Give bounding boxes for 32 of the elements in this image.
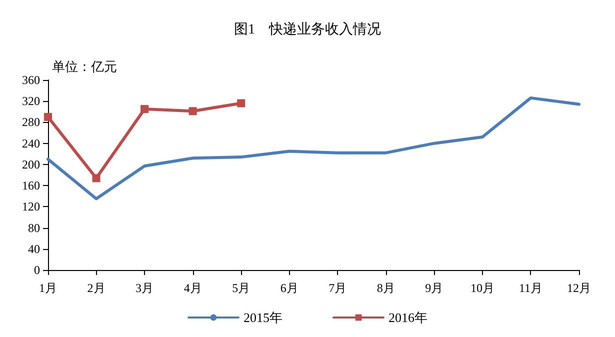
chart-title: 图1 快递业务收入情况 xyxy=(234,22,381,38)
x-tick-label: 4月 xyxy=(184,281,202,295)
y-tick-label: 0 xyxy=(34,263,40,277)
point xyxy=(44,112,52,121)
x-tick-label: 1月 xyxy=(39,281,57,295)
y-tick-label: 120 xyxy=(22,200,40,214)
x-tick-label: 3月 xyxy=(136,281,154,295)
x-tick-label: 11月 xyxy=(518,281,543,295)
x-tick-label: 9月 xyxy=(425,281,444,295)
y-tick-label: 80 xyxy=(28,220,40,235)
y-tick-label: 160 xyxy=(22,178,40,193)
line-series xyxy=(46,96,580,200)
point xyxy=(140,105,149,114)
x-tick-label: 2月 xyxy=(87,281,106,295)
x-tick-label: 7月 xyxy=(328,281,347,295)
point xyxy=(237,99,246,108)
legend-label: 2015年 xyxy=(244,310,282,325)
x-tick-label: 12月 xyxy=(567,281,591,295)
point xyxy=(188,107,197,116)
x-tick-label: 10月 xyxy=(470,281,494,295)
y-tick-label: 280 xyxy=(22,115,40,130)
y-tick-label: 360 xyxy=(22,73,40,87)
legend-label: 2016年 xyxy=(388,310,428,325)
point xyxy=(92,174,100,182)
y-tick-label: 320 xyxy=(22,94,40,108)
y-tick-label: 200 xyxy=(22,157,40,172)
x-tick-label: 5月 xyxy=(232,281,250,295)
y-tick-label: 40 xyxy=(28,242,40,256)
text: 单位：亿元 xyxy=(52,59,117,74)
x-tick-label: 6月 xyxy=(280,281,298,295)
x-tick-label: 8月 xyxy=(376,281,395,295)
y-tick-label: 240 xyxy=(22,136,40,150)
